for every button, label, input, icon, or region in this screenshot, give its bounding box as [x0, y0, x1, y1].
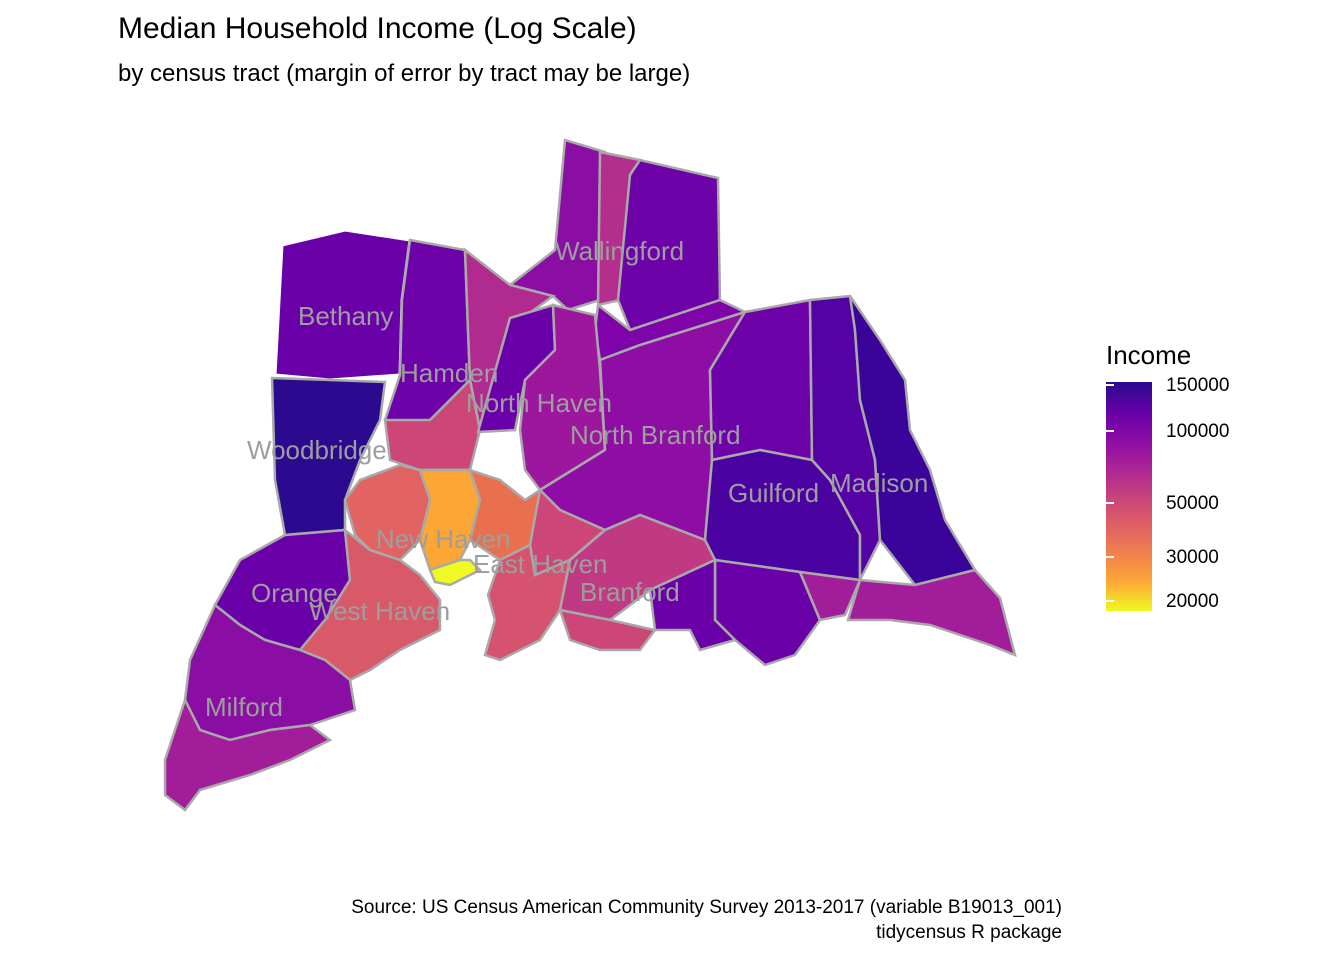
town-label-bethany: Bethany [298, 301, 393, 331]
tract-east-haven-south [483, 543, 572, 662]
tract-new-haven-downtown [428, 558, 483, 587]
tract-woodbridge [270, 376, 387, 537]
tract-west-haven [297, 527, 442, 682]
legend-tick-100000: 100000 [1166, 421, 1230, 442]
legend-tick-30000: 30000 [1166, 547, 1219, 568]
tract-hamden-south [383, 377, 482, 472]
town-label-hamden: Hamden [400, 358, 498, 388]
town-label-north-branford: North Branford [570, 420, 741, 450]
map-subtitle: by census tract (margin of error by trac… [118, 60, 691, 87]
tract-wallingford-west [507, 138, 607, 312]
town-label-wallingford: Wallingford [555, 236, 684, 266]
town-label-woodbridge: Woodbridge [247, 435, 387, 465]
town-label-east-haven: East Haven [473, 549, 607, 579]
town-label-madison: Madison [830, 468, 928, 498]
town-label-north-haven: North Haven [466, 388, 612, 418]
source-caption: Source: US Census American Community Sur… [351, 897, 1062, 918]
legend-color-bar [1106, 382, 1152, 611]
legend-tick-mark-30000 [1106, 556, 1114, 558]
tract-branford-shore [558, 608, 658, 652]
tract-new-haven-center [418, 468, 482, 572]
tract-milford-south [163, 696, 333, 812]
tract-north-haven-east [518, 303, 607, 492]
town-label-orange: Orange [251, 578, 338, 608]
map-title: Median Household Income (Log Scale) [118, 12, 637, 45]
legend-tick-mark-50000 [1106, 502, 1114, 504]
town-label-milford: Milford [205, 692, 283, 722]
legend-tick-mark-150000 [1106, 384, 1114, 386]
legend-tick-50000: 50000 [1166, 493, 1219, 514]
town-label-guilford: Guilford [728, 478, 819, 508]
town-label-west-haven: West Haven [309, 596, 450, 626]
legend-tick-150000: 150000 [1166, 375, 1230, 396]
package-caption: tidycensus R package [876, 922, 1062, 943]
tract-branford-east [648, 558, 738, 652]
town-label-branford: Branford [580, 577, 680, 607]
legend-tick-20000: 20000 [1166, 591, 1219, 612]
legend-tick-mark-100000 [1106, 430, 1114, 432]
legend-title: Income [1106, 340, 1192, 370]
legend-tick-mark-20000 [1106, 600, 1114, 602]
tract-madison-shore [846, 568, 1017, 658]
town-label-new-haven: New Haven [376, 524, 510, 554]
tract-guilford-point [798, 570, 862, 622]
